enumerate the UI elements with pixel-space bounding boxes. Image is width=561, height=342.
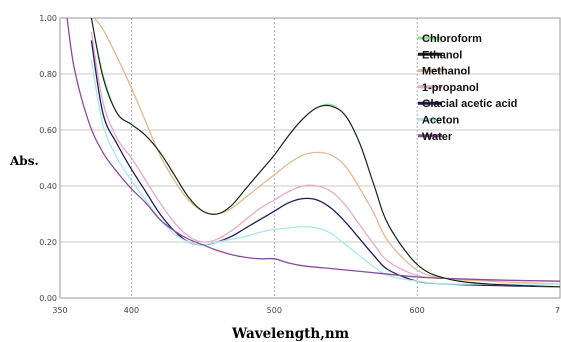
legend-label: Methanol (422, 66, 470, 78)
y-axis-label: Abs. (9, 154, 39, 168)
legend-label: 1-propanol (422, 82, 479, 94)
y-tick-label: 0.60 (39, 126, 57, 135)
y-tick-label: 0.40 (39, 182, 57, 191)
legend-label: Aceton (422, 115, 460, 127)
legend-entry: 1-propanol (418, 82, 479, 94)
y-tick-label: 0.20 (39, 238, 57, 247)
y-axis-ticks: 0.00 0.20 0.40 0.60 0.80 1.00 (39, 14, 57, 303)
legend-entry: Ethanol (418, 49, 462, 61)
legend-label: Chloroform (422, 33, 482, 45)
x-tick-label: 350 (52, 306, 67, 315)
legend: Chloroform Ethanol Methanol 1-propanol Glaci… (418, 33, 517, 143)
x-axis-ticks: 350 400 500 600 7 (52, 306, 560, 315)
x-tick-label: 600 (410, 306, 425, 315)
legend-label: Ethanol (422, 49, 462, 61)
x-tick-label: 500 (267, 306, 282, 315)
legend-label: Glacial acetic acid (422, 98, 517, 110)
grid (60, 18, 560, 298)
x-tick-label: 400 (124, 306, 139, 315)
legend-label: Water (422, 131, 453, 143)
series-line-methanol (93, 18, 560, 285)
legend-entry: Aceton (418, 115, 460, 127)
y-tick-label: 0.80 (39, 70, 57, 79)
legend-entry: Glacial acetic acid (418, 98, 517, 110)
series-line-ethanol (90, 18, 560, 288)
plot-frame (59, 17, 561, 299)
legend-entry: Water (418, 131, 453, 143)
y-tick-label: 0.00 (39, 294, 57, 303)
x-axis-label: Wavelength,nm (231, 326, 349, 342)
legend-entry: Methanol (418, 66, 470, 78)
y-tick-label: 1.00 (39, 14, 57, 23)
x-tick-label: 7 (555, 306, 560, 315)
series-line-water (66, 18, 560, 282)
legend-entry: Chloroform (418, 33, 482, 45)
series-line-chloroform (90, 18, 560, 288)
series-line-glacial-acetic-acid (90, 40, 560, 288)
series-line-aceton (90, 59, 560, 285)
series-layer (66, 18, 560, 288)
series-line-1-propanol (90, 31, 560, 282)
